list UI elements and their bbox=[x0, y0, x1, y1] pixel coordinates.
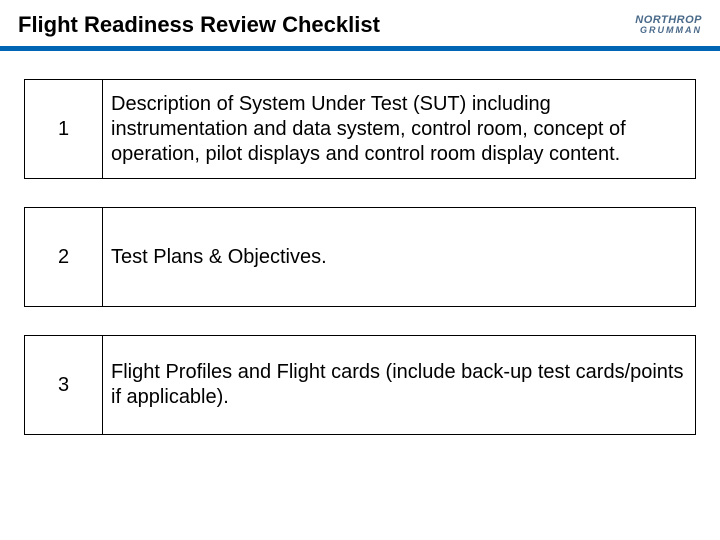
checklist-item: 1 Description of System Under Test (SUT)… bbox=[24, 79, 696, 179]
checklist-item: 2 Test Plans & Objectives. bbox=[24, 207, 696, 307]
company-logo: NORTHROP GRUMMAN bbox=[635, 15, 702, 35]
item-description: Test Plans & Objectives. bbox=[103, 208, 695, 306]
item-number: 1 bbox=[25, 80, 103, 178]
checklist-item: 3 Flight Profiles and Flight cards (incl… bbox=[24, 335, 696, 435]
checklist-items: 1 Description of System Under Test (SUT)… bbox=[0, 79, 720, 435]
page-title: Flight Readiness Review Checklist bbox=[18, 12, 380, 38]
header-divider bbox=[0, 46, 720, 51]
logo-line-2: GRUMMAN bbox=[635, 26, 702, 35]
item-number: 3 bbox=[25, 336, 103, 434]
item-description: Description of System Under Test (SUT) i… bbox=[103, 80, 695, 178]
item-description: Flight Profiles and Flight cards (includ… bbox=[103, 336, 695, 434]
header: Flight Readiness Review Checklist NORTHR… bbox=[0, 0, 720, 46]
item-number: 2 bbox=[25, 208, 103, 306]
